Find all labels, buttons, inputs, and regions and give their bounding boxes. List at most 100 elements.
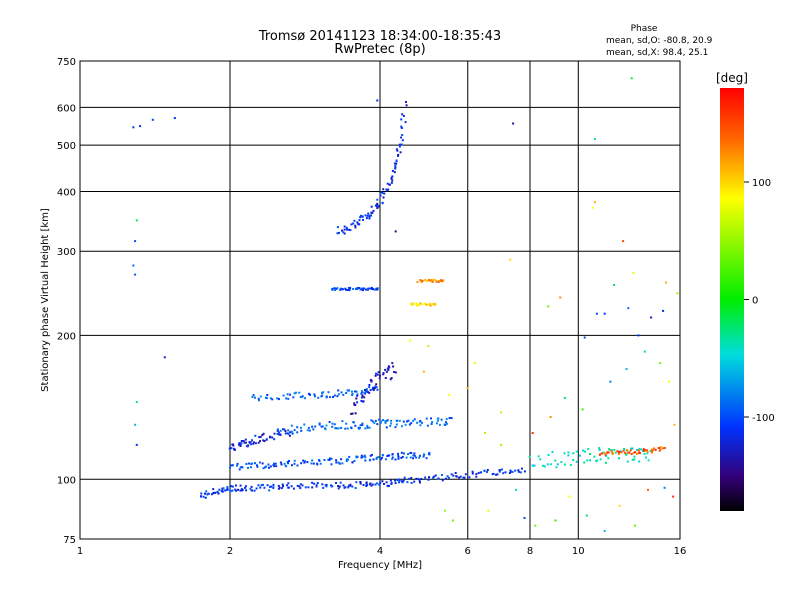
data-point <box>386 455 389 457</box>
data-point <box>286 484 289 487</box>
data-point <box>636 452 638 455</box>
data-point <box>368 217 371 220</box>
data-point <box>432 278 435 281</box>
data-point <box>602 451 605 454</box>
data-point <box>384 421 387 424</box>
data-point <box>300 429 303 432</box>
data-point <box>401 134 404 136</box>
data-point <box>637 334 640 337</box>
data-point <box>397 155 399 157</box>
data-point <box>531 432 534 434</box>
data-point <box>599 458 602 461</box>
data-point <box>630 447 633 450</box>
data-point <box>353 459 356 462</box>
data-point <box>252 394 255 397</box>
data-point <box>377 456 380 459</box>
data-point <box>452 474 455 477</box>
data-point <box>563 463 566 466</box>
data-point <box>301 395 304 398</box>
data-point <box>405 101 407 103</box>
data-point <box>261 434 264 437</box>
data-point <box>358 287 361 289</box>
data-point <box>277 398 280 400</box>
data-point <box>596 459 599 462</box>
data-point <box>475 475 478 478</box>
data-point <box>633 455 636 458</box>
data-point <box>370 380 373 383</box>
data-point <box>287 486 290 489</box>
data-point <box>306 461 309 464</box>
data-point <box>437 280 440 283</box>
data-point <box>275 465 278 468</box>
data-point <box>373 422 376 425</box>
data-point <box>450 473 453 476</box>
data-point <box>269 465 272 468</box>
data-point <box>212 492 215 495</box>
data-point <box>356 393 359 396</box>
data-point <box>411 303 414 306</box>
data-point <box>443 509 446 512</box>
data-point <box>325 396 328 399</box>
data-point <box>328 421 331 423</box>
data-point <box>151 118 154 121</box>
data-point <box>375 456 378 459</box>
data-point <box>350 223 353 226</box>
data-point <box>336 232 339 235</box>
data-point <box>250 443 253 446</box>
data-point <box>296 426 299 429</box>
data-point <box>593 201 596 204</box>
data-point <box>509 469 512 472</box>
chart-subtitle: RwPretec (8p) <box>334 42 425 57</box>
data-point <box>376 207 379 209</box>
y-ticks: 75 100 200 300 400 500 600 750 <box>57 57 76 546</box>
data-point <box>368 483 371 486</box>
data-point <box>421 279 424 282</box>
y-tick-label: 500 <box>57 141 76 152</box>
data-point <box>277 487 280 490</box>
data-point <box>359 288 362 291</box>
data-point <box>252 442 255 445</box>
data-point <box>368 391 371 394</box>
data-point <box>391 175 394 178</box>
data-point <box>236 464 238 467</box>
data-point <box>464 473 467 476</box>
data-point <box>307 486 310 489</box>
data-point <box>237 488 239 491</box>
data-point <box>394 165 397 167</box>
data-point <box>354 224 357 227</box>
data-point <box>391 456 394 459</box>
data-point <box>381 480 384 483</box>
data-point <box>251 395 254 398</box>
data-point <box>351 393 354 395</box>
data-point <box>622 240 625 243</box>
data-point <box>375 383 378 386</box>
data-point <box>395 159 398 162</box>
data-point <box>318 459 321 462</box>
data-point <box>392 365 395 368</box>
data-point <box>409 339 412 342</box>
data-point <box>278 431 281 434</box>
data-point <box>643 449 646 452</box>
data-point <box>436 417 439 420</box>
data-point <box>549 463 552 466</box>
data-point <box>303 397 306 400</box>
data-point <box>363 391 366 394</box>
data-point <box>280 463 283 466</box>
data-point <box>523 517 526 519</box>
data-point <box>441 479 444 482</box>
data-point <box>642 450 645 452</box>
data-point <box>356 221 359 224</box>
x-tick-label: 10 <box>572 546 585 557</box>
data-point <box>371 288 374 290</box>
data-point <box>242 440 245 442</box>
data-point <box>348 455 351 458</box>
data-point <box>624 451 627 454</box>
data-point <box>268 436 271 439</box>
data-point <box>607 457 610 460</box>
data-point <box>231 485 234 488</box>
data-point <box>658 449 661 452</box>
data-point <box>394 166 397 169</box>
data-point <box>360 392 363 395</box>
data-point <box>398 478 401 481</box>
data-point <box>380 420 382 423</box>
